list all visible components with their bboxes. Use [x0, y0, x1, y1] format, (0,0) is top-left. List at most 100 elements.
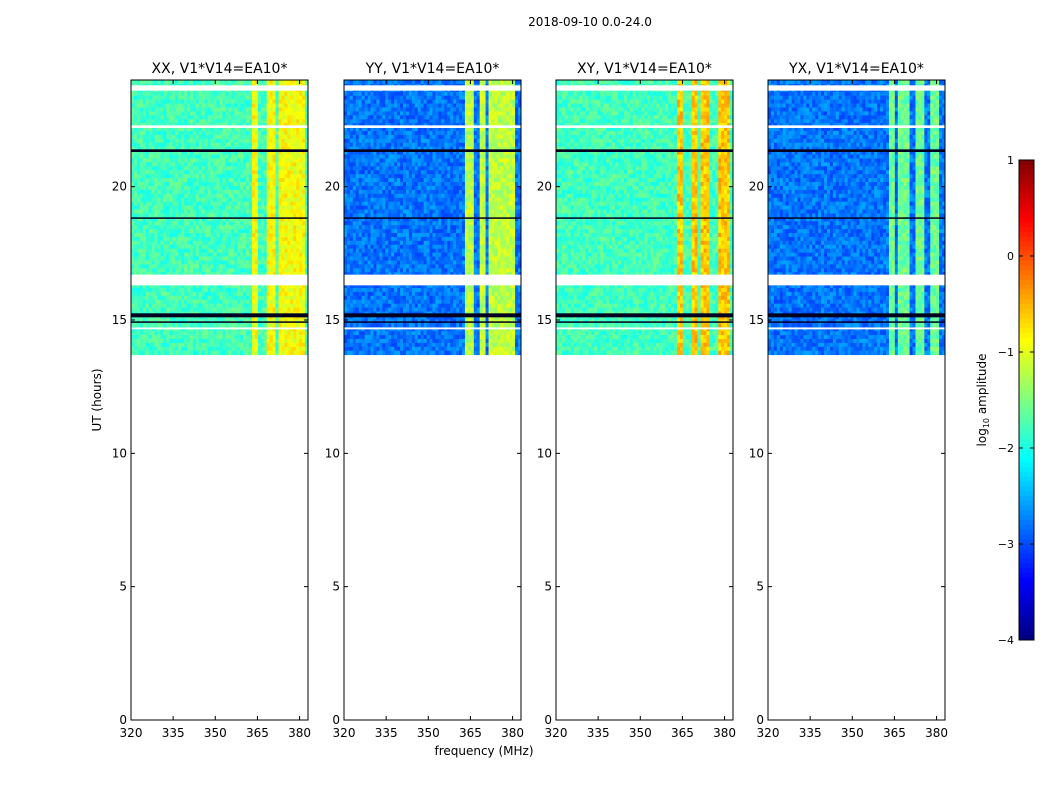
heat-cell: [148, 252, 153, 257]
heat-cell: [169, 327, 173, 332]
heat-cell: [151, 331, 155, 336]
heat-cell: [352, 342, 357, 348]
heat-cell: [190, 268, 194, 273]
heat-cell: [361, 346, 366, 352]
heat-cell: [373, 193, 377, 199]
heat-cell: [272, 342, 276, 348]
heat-cell: [139, 197, 144, 203]
heat-cell: [181, 338, 185, 344]
heat-cell: [133, 174, 138, 179]
heat-cell: [178, 162, 182, 167]
heat-cell: [145, 201, 150, 206]
heat-cell: [184, 244, 188, 250]
heat-cell: [178, 193, 182, 199]
heat-cell: [246, 197, 250, 203]
heat-cell: [263, 178, 268, 183]
heat-cell: [251, 287, 256, 293]
heat-cell: [201, 315, 206, 320]
heat-cell: [154, 185, 158, 191]
heat-cell: [172, 240, 176, 246]
heat-cell: [246, 268, 250, 273]
heat-cell: [302, 162, 306, 167]
heat-cell: [216, 244, 220, 250]
heat-cell: [355, 134, 360, 140]
heat-cell: [151, 146, 155, 152]
heat-cell: [145, 260, 150, 265]
heat-cell: [139, 99, 144, 104]
heat-cell: [370, 331, 374, 336]
heat-cell: [207, 244, 212, 250]
heat-cell: [257, 240, 262, 246]
heat-cell: [266, 233, 271, 238]
heat-cell: [184, 260, 188, 265]
heat-cell: [148, 268, 153, 273]
heat-cell: [133, 248, 138, 254]
heat-cell: [240, 287, 244, 293]
heat-cell: [166, 107, 170, 112]
heat-cell: [210, 138, 214, 144]
heat-cell: [157, 166, 161, 171]
heat-cell: [237, 146, 241, 152]
heat-cell: [246, 307, 250, 312]
heat-cell: [154, 248, 158, 254]
heat-cell: [293, 158, 297, 163]
heat-cell: [240, 327, 244, 332]
heat-cell: [187, 307, 191, 312]
heat-cell: [148, 233, 153, 238]
heat-cell: [266, 284, 271, 289]
heat-cell: [172, 327, 176, 332]
heat-cell: [131, 185, 135, 191]
heat-cell: [284, 264, 288, 269]
heat-cell: [222, 217, 226, 222]
heat-cell: [228, 99, 232, 104]
heat-cell: [166, 248, 170, 254]
heat-cell: [198, 111, 203, 116]
heat-cell: [364, 131, 368, 136]
heat-cell: [284, 307, 288, 312]
heat-cell: [207, 103, 212, 108]
heat-cell: [184, 189, 188, 195]
heat-cell: [249, 166, 253, 171]
heat-cell: [231, 91, 235, 97]
heat-cell: [290, 256, 294, 261]
heat-cell: [131, 338, 135, 344]
heat-cell: [349, 178, 354, 183]
heat-cell: [251, 346, 256, 352]
heat-cell: [148, 295, 153, 301]
heat-cell: [131, 287, 135, 293]
heat-cell: [243, 158, 247, 163]
heat-cell: [213, 225, 217, 230]
heat-cell: [367, 201, 371, 206]
heat-cell: [278, 252, 282, 257]
heat-cell: [260, 91, 265, 97]
heat-cell: [190, 185, 194, 191]
heat-cell: [157, 119, 161, 124]
heat-cell: [154, 287, 158, 293]
heat-cell: [204, 268, 209, 273]
heat-cell: [364, 260, 368, 265]
heat-cell: [163, 162, 167, 167]
heat-cell: [373, 264, 377, 269]
heat-cell: [142, 95, 147, 101]
heat-cell: [201, 205, 206, 210]
heat-cell: [160, 95, 164, 101]
heat-cell: [151, 233, 155, 238]
heat-cell: [178, 284, 182, 289]
heat-cell: [355, 193, 360, 199]
heat-cell: [373, 170, 377, 175]
heat-cell: [240, 295, 244, 301]
heat-cell: [373, 229, 377, 234]
heat-cell: [166, 264, 170, 269]
heat-cell: [234, 331, 238, 336]
heat-cell: [204, 138, 209, 144]
heat-cell: [133, 127, 138, 132]
heat-cell: [175, 95, 179, 101]
heat-cell: [222, 193, 226, 199]
heat-cell: [296, 119, 300, 124]
heat-cell: [243, 150, 247, 155]
heat-cell: [151, 119, 155, 124]
heat-cell: [213, 174, 217, 179]
heat-cell: [231, 107, 235, 112]
heat-cell: [269, 205, 273, 210]
heat-cell: [243, 240, 247, 246]
